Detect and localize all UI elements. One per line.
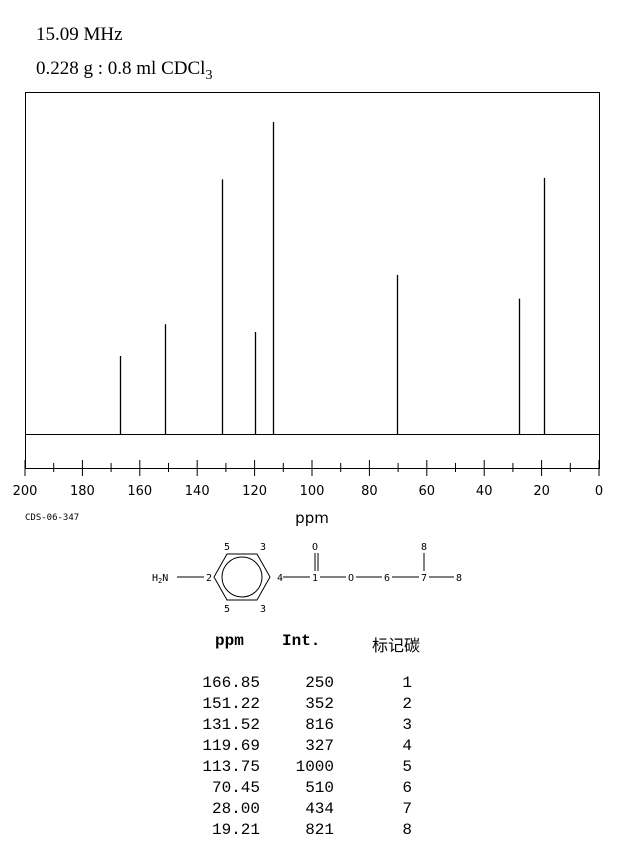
ring-label-3-bottom: 3 bbox=[260, 604, 266, 615]
table-row: 131.52 816 3 bbox=[190, 716, 430, 737]
x-tick-label: 20 bbox=[533, 484, 550, 499]
peak-lines bbox=[119, 122, 546, 434]
table-row: 151.22 352 2 bbox=[190, 695, 430, 716]
carbon-label-6: 6 bbox=[384, 573, 390, 584]
carbon-index: 2 bbox=[402, 695, 412, 713]
intensity-value: 434 bbox=[305, 800, 334, 818]
ester-oxygen-label: O bbox=[348, 573, 354, 584]
ring-label-4: 4 bbox=[277, 573, 283, 584]
table-row: 166.85 250 1 bbox=[190, 674, 430, 695]
x-axis-ticks bbox=[24, 460, 600, 476]
intensity-value: 1000 bbox=[295, 758, 334, 776]
carbon-index: 5 bbox=[402, 758, 412, 776]
intensity-value: 352 bbox=[305, 695, 334, 713]
x-axis-tick-labels: 200 180 160 140 120 100 80 60 40 20 0 bbox=[13, 484, 604, 499]
carbon-index: 7 bbox=[402, 800, 412, 818]
ring-label-2: 2 bbox=[206, 573, 212, 584]
intensity-value: 250 bbox=[305, 674, 334, 692]
ppm-value: 119.69 bbox=[202, 737, 260, 755]
carbonyl-oxygen-label: O bbox=[312, 542, 318, 553]
table-row: 113.75 1000 5 bbox=[190, 758, 430, 779]
nmr-spectrum-chart: 200 180 160 140 120 100 80 60 40 20 0 ppm bbox=[13, 92, 604, 527]
table-row: 28.00 434 7 bbox=[190, 800, 430, 821]
x-tick-label: 120 bbox=[242, 484, 267, 499]
nh2-label: H2N bbox=[152, 573, 168, 585]
carbon-label-8-top: 8 bbox=[421, 542, 427, 553]
ppm-value: 113.75 bbox=[202, 758, 260, 776]
ppm-value: 131.52 bbox=[202, 716, 260, 734]
ppm-value: 70.45 bbox=[211, 779, 260, 797]
carbon-index: 4 bbox=[402, 737, 412, 755]
intensity-value: 327 bbox=[305, 737, 334, 755]
carbonyl-label-1: 1 bbox=[312, 573, 318, 584]
sample-label: 0.228 g : 0.8 ml CDCl3 bbox=[36, 58, 212, 84]
table-row: 19.21 821 8 bbox=[190, 821, 430, 842]
intensity-value: 510 bbox=[305, 779, 334, 797]
catalog-code: CDS-06-347 bbox=[25, 513, 80, 523]
x-tick-label: 180 bbox=[70, 484, 95, 499]
frequency-label: 15.09 MHz bbox=[36, 24, 123, 45]
ring-label-5-top: 5 bbox=[224, 542, 230, 553]
x-tick-label: 200 bbox=[13, 484, 38, 499]
ppm-value: 19.21 bbox=[211, 821, 260, 839]
table-header-intensity: Int. bbox=[282, 632, 321, 650]
carbon-label-8-right: 8 bbox=[456, 573, 462, 584]
ppm-value: 151.22 bbox=[202, 695, 260, 713]
carbon-label-7: 7 bbox=[421, 573, 427, 584]
sample-subscript: 3 bbox=[205, 67, 213, 83]
intensity-value: 821 bbox=[305, 821, 334, 839]
x-tick-label: 160 bbox=[127, 484, 152, 499]
table-row: 119.69 327 4 bbox=[190, 737, 430, 758]
carbon-index: 3 bbox=[402, 716, 412, 734]
table-header-ppm: ppm bbox=[215, 632, 244, 650]
ppm-value: 28.00 bbox=[211, 800, 260, 818]
peak-table: 166.85 250 1 151.22 352 2 131.52 816 3 119.69 3… bbox=[190, 674, 430, 842]
x-tick-label: 40 bbox=[476, 484, 493, 499]
ring-label-5-bottom: 5 bbox=[224, 604, 230, 615]
table-header-carbon: 标记碳 bbox=[372, 636, 421, 655]
x-tick-label: 140 bbox=[185, 484, 210, 499]
molecule-structure: H2N 2 3 5 3 5 4 1 O O 6 7 8 8 bbox=[152, 542, 462, 615]
x-axis-label: ppm bbox=[295, 509, 329, 527]
carbon-index: 8 bbox=[402, 821, 412, 839]
sample-text: 0.228 g : 0.8 ml CDCl bbox=[36, 58, 206, 79]
x-tick-label: 100 bbox=[300, 484, 325, 499]
ppm-value: 166.85 bbox=[202, 674, 260, 692]
x-tick-label: 0 bbox=[595, 484, 603, 499]
x-tick-label: 80 bbox=[361, 484, 378, 499]
carbon-index: 6 bbox=[402, 779, 412, 797]
plot-frame bbox=[25, 92, 600, 469]
table-row: 70.45 510 6 bbox=[190, 779, 430, 800]
intensity-value: 816 bbox=[305, 716, 334, 734]
ring-label-3-top: 3 bbox=[260, 542, 266, 553]
x-tick-label: 60 bbox=[419, 484, 436, 499]
carbon-index: 1 bbox=[402, 674, 412, 692]
